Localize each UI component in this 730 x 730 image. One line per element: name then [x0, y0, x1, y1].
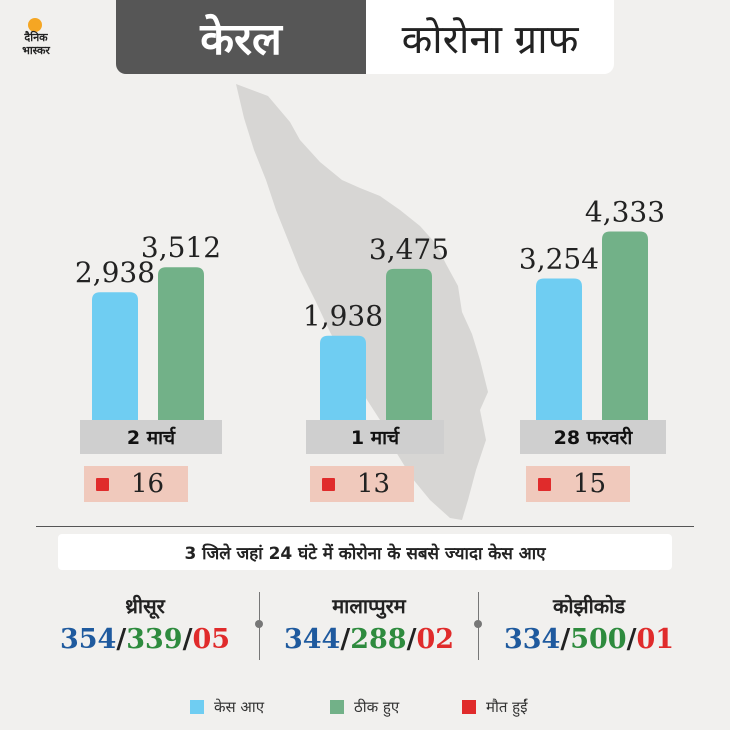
district-cases: 344 — [283, 624, 341, 655]
bar-cases — [320, 335, 366, 420]
legend-swatch — [330, 700, 344, 714]
district-recovered: 288 — [350, 624, 407, 655]
date-label: 28 फरवरी — [520, 420, 666, 454]
separator-dot — [474, 620, 482, 628]
death-count: 13 — [357, 469, 391, 499]
death-count: 16 — [131, 469, 165, 499]
death-marker-icon — [322, 477, 335, 491]
bar-cases — [92, 292, 138, 420]
district-recovered: 339 — [126, 624, 183, 655]
district-recovered: 500 — [570, 624, 627, 655]
bar-recovered — [158, 267, 204, 420]
legend-swatch — [462, 700, 476, 714]
district-name: थ्रीसूर — [125, 594, 165, 618]
legend-item-deaths: मौत हुईं — [462, 697, 528, 717]
legend-label: केस आए — [214, 698, 265, 716]
header-graph-title: कोरोना ग्राफ — [366, 0, 614, 74]
sun-icon — [28, 18, 42, 32]
district-stats: 354/339/05 — [59, 624, 231, 655]
date-label: 2 मार्च — [80, 420, 222, 454]
district-name: कोझीकोड — [552, 594, 626, 618]
district-cases: 334 — [503, 624, 561, 655]
bar-value-label: 1,938 — [303, 300, 383, 333]
logo-text-line2: भास्कर — [22, 44, 50, 57]
death-count-box: 16 — [84, 466, 188, 502]
district-stats: 344/288/02 — [283, 624, 455, 655]
death-marker-icon — [538, 477, 551, 491]
bar-value-label: 3,254 — [519, 242, 599, 275]
section-divider — [36, 526, 694, 527]
header-state-title: केरल — [116, 0, 366, 74]
district-stats: 334/500/01 — [503, 624, 675, 655]
legend-item-cases: केस आए — [190, 697, 264, 717]
district-deaths: 01 — [636, 624, 675, 655]
district-cases: 354 — [59, 624, 117, 655]
legend-label: ठीक हुए — [354, 698, 400, 716]
district-deaths: 05 — [192, 624, 231, 655]
bar-value-label: 2,938 — [75, 256, 155, 289]
legend-swatch — [190, 700, 204, 714]
bar-value-label: 3,512 — [141, 231, 221, 264]
legend-label: मौत हुईं — [486, 698, 528, 716]
date-label: 1 मार्च — [306, 420, 444, 454]
bar-recovered — [386, 268, 432, 420]
death-count: 15 — [573, 469, 607, 499]
bar-recovered — [602, 231, 648, 420]
districts-subtitle: 3 जिले जहां 24 घंटे में कोरोना के सबसे ज… — [58, 534, 672, 570]
bar-cases — [536, 278, 582, 420]
separator-dot — [255, 620, 263, 628]
logo-text-line1: दैनिक — [24, 31, 48, 44]
bar-value-label: 4,333 — [585, 196, 665, 229]
death-count-box: 15 — [526, 466, 630, 502]
district-name: मालाप्पुरम — [332, 594, 406, 618]
district-deaths: 02 — [416, 624, 455, 655]
death-count-box: 13 — [310, 466, 414, 502]
death-marker-icon — [96, 477, 109, 491]
bar-value-label: 3,475 — [369, 233, 449, 266]
legend-item-recovered: ठीक हुए — [330, 697, 399, 717]
brand-logo: दैनिक भास्कर — [12, 14, 60, 62]
